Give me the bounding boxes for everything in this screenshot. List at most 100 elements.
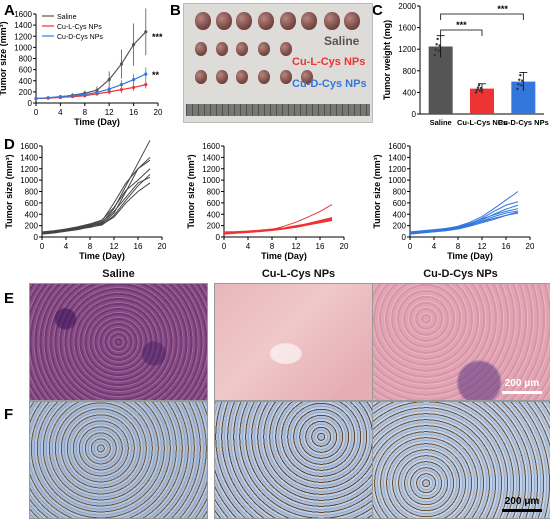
D1-x-tick-label: 20 bbox=[158, 242, 167, 251]
D1-y-tick-label: 1600 bbox=[20, 142, 38, 151]
tumor-specimen bbox=[301, 12, 317, 30]
D3-y-label: Tumor size (mm³) bbox=[372, 154, 382, 228]
micro-title-l: Cu-L-Cys NPs bbox=[261, 268, 336, 280]
D2-x-tick-label: 0 bbox=[222, 242, 227, 251]
D3-x-tick-label: 16 bbox=[502, 242, 511, 251]
d3-individual-line bbox=[409, 211, 519, 235]
D3-y-tick-label: 600 bbox=[393, 199, 407, 208]
tumor-specimen bbox=[195, 42, 207, 56]
d2-individual-line bbox=[223, 220, 333, 235]
A-y-tick-label: 1600 bbox=[14, 10, 32, 19]
photo-label-saline: Saline bbox=[324, 34, 360, 48]
ihc-image-cu-d-cys: 200 μm bbox=[372, 401, 550, 519]
D1-y-tick-label: 600 bbox=[25, 199, 39, 208]
A-x-tick-label: 0 bbox=[34, 108, 39, 117]
A-x-tick-label: 20 bbox=[154, 108, 163, 117]
a-legend-label: Cu-L-Cys NPs bbox=[57, 24, 102, 31]
D2-y-tick-label: 200 bbox=[207, 222, 221, 231]
panel-label-b: B bbox=[170, 2, 181, 19]
C-y-tick-label: 0 bbox=[412, 110, 417, 119]
a-data-point bbox=[34, 96, 38, 101]
panel-label-e: E bbox=[4, 290, 15, 307]
c-scatter-point bbox=[479, 86, 483, 90]
a-legend-label: Cu-D-Cys NPs bbox=[57, 34, 103, 41]
tumor-specimen bbox=[280, 42, 292, 56]
A-y-tick-label: 1400 bbox=[14, 21, 32, 30]
micro-title-d: Cu-D-Cys NPs bbox=[423, 268, 498, 280]
c-category-label: Cu-D-Cys NPs bbox=[498, 118, 549, 127]
tumor-specimen bbox=[236, 12, 252, 30]
A-x-tick-label: 12 bbox=[105, 108, 114, 117]
tumor-specimen bbox=[195, 12, 211, 30]
D2-y-tick-label: 600 bbox=[207, 199, 221, 208]
D1-y-tick-label: 0 bbox=[34, 233, 39, 242]
ihc-image-cu-l-cys bbox=[214, 401, 393, 519]
a-data-point bbox=[119, 62, 123, 66]
c-scatter-point bbox=[437, 49, 440, 53]
tumor-photo: Saline Cu-L-Cys NPs Cu-D-Cys NPs bbox=[183, 3, 373, 123]
tumor-specimen bbox=[236, 70, 248, 84]
D3-x-tick-label: 12 bbox=[478, 242, 487, 251]
c-sig-bracket bbox=[440, 13, 524, 20]
A-x-label: Time (Day) bbox=[74, 117, 120, 127]
D2-x-tick-label: 16 bbox=[316, 242, 325, 251]
c-scatter-point bbox=[434, 48, 437, 51]
c-scatter-point bbox=[519, 73, 522, 77]
D3-y-tick-label: 1200 bbox=[388, 165, 406, 174]
A-y-tick-label: 0 bbox=[28, 99, 33, 108]
d3-individual-line bbox=[409, 208, 519, 233]
a-data-point bbox=[71, 94, 75, 98]
D1-x-tick-label: 8 bbox=[88, 242, 93, 251]
D2-y-tick-label: 1200 bbox=[202, 165, 220, 174]
d1-individual-line bbox=[41, 168, 151, 233]
D2-y-label: Tumor size (mm³) bbox=[186, 154, 196, 228]
photo-label-l: Cu-L-Cys NPs bbox=[292, 56, 366, 68]
tumor-specimen bbox=[258, 70, 270, 84]
tumor-specimen bbox=[236, 42, 248, 56]
c-annotation: *** bbox=[497, 4, 508, 14]
C-y-label: Tumor weight (mg) bbox=[382, 20, 392, 100]
tumor-specimen bbox=[258, 12, 274, 30]
A-y-tick-label: 200 bbox=[19, 88, 33, 97]
c-sig-bracket bbox=[440, 29, 483, 36]
micro-title-saline: Saline bbox=[102, 268, 135, 280]
D2-x-tick-label: 8 bbox=[270, 242, 275, 251]
d2-individual-line bbox=[223, 217, 333, 234]
D3-y-tick-label: 1400 bbox=[388, 153, 406, 162]
a-data-point bbox=[46, 96, 50, 100]
a-annotation: ** bbox=[152, 70, 160, 80]
he-image-saline bbox=[29, 283, 208, 401]
c-scatter-point bbox=[477, 84, 481, 87]
A-y-tick-label: 1000 bbox=[14, 43, 32, 52]
D1-y-tick-label: 1200 bbox=[20, 165, 38, 174]
d1-individual-line bbox=[41, 140, 151, 235]
tumor-specimen bbox=[280, 70, 292, 84]
c-scatter-point bbox=[438, 44, 441, 47]
C-y-tick-label: 800 bbox=[403, 67, 417, 76]
a-data-point bbox=[107, 87, 111, 91]
A-y-tick-label: 800 bbox=[19, 55, 33, 64]
C-y-tick-label: 2000 bbox=[398, 2, 416, 11]
tumor-specimen bbox=[280, 12, 296, 30]
c-scatter-point bbox=[476, 86, 480, 89]
D3-x-tick-label: 8 bbox=[456, 242, 461, 251]
D1-y-tick-label: 1000 bbox=[20, 176, 38, 185]
A-y-tick-label: 1200 bbox=[14, 32, 32, 41]
d3-individual-line bbox=[409, 201, 519, 235]
d3-individual-line bbox=[409, 204, 519, 233]
a-series-line bbox=[35, 73, 147, 100]
D3-y-tick-label: 800 bbox=[393, 188, 407, 197]
D3-y-tick-label: 1000 bbox=[388, 176, 406, 185]
d2-individual-line bbox=[223, 218, 333, 234]
c-scatter-point bbox=[521, 79, 524, 82]
c-scatter-point bbox=[517, 83, 520, 86]
D3-x-label: Time (Day) bbox=[447, 251, 493, 261]
D2-y-tick-label: 0 bbox=[216, 233, 221, 242]
a-data-point bbox=[58, 95, 63, 99]
scale-bar-label: 200 μm bbox=[504, 496, 540, 507]
D2-x-tick-label: 20 bbox=[340, 242, 349, 251]
a-data-point bbox=[107, 78, 111, 82]
c-annotation: *** bbox=[456, 20, 467, 30]
A-x-tick-label: 8 bbox=[83, 108, 88, 117]
c-scatter-point bbox=[436, 37, 439, 41]
